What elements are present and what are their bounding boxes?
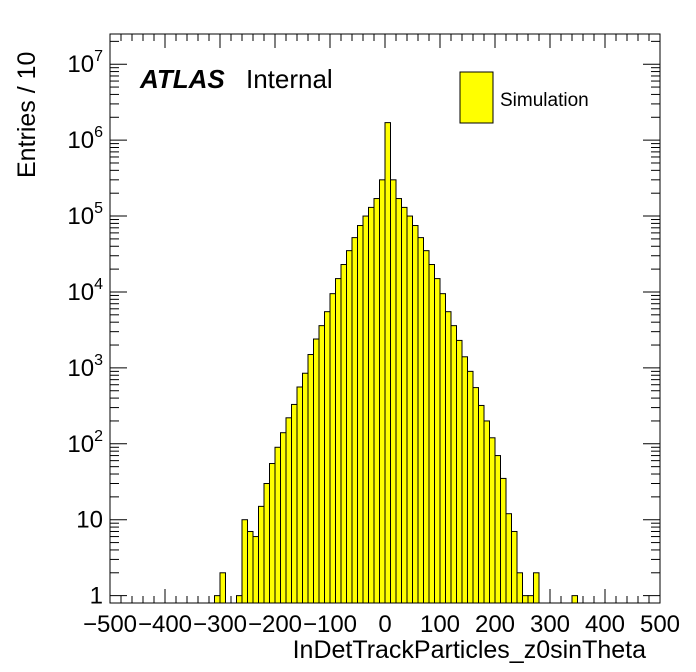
histogram-bar [478,404,485,604]
histogram-bar [527,595,534,604]
x-tick-label: 100 [420,611,460,638]
y-tick-label: 105 [67,200,103,230]
y-axis-title: Entries / 10 [13,52,41,178]
histogram-bar [247,530,254,604]
histogram-bar [384,122,391,604]
histogram-bar [329,293,336,604]
histogram-bar [412,225,419,604]
x-tick-label: −100 [303,611,357,638]
histogram-bar [302,372,309,604]
y-tick-label: 106 [67,124,103,154]
histogram-bar [313,338,320,604]
histogram-bar [428,264,435,604]
histogram-bar [467,370,474,604]
y-tick-label: 102 [67,428,103,458]
histogram-bar [324,311,331,604]
histogram-bar [571,595,578,604]
histogram-bar [214,595,221,604]
histogram-bar [252,536,259,604]
histogram-bar [417,237,424,604]
histogram-bar [472,387,479,604]
histogram-bar [263,483,270,604]
x-tick-label: 400 [585,611,625,638]
histogram-bar [395,198,402,604]
histogram-bar [357,225,364,604]
histogram-bar [269,463,276,604]
legend: Simulation [459,71,589,124]
x-tick-label: −300 [193,611,247,638]
axis-ticks [109,34,661,603]
histogram-bar [258,505,265,604]
histogram-bar [505,513,512,604]
y-tick-label: 104 [67,276,103,306]
x-tick-label: 300 [530,611,570,638]
x-tick-label: 500 [640,611,680,638]
histogram-bar [379,179,386,604]
histogram-bar [373,198,380,604]
histogram-bar [494,455,501,604]
histogram-bar [511,530,518,604]
atlas-label-status: Internal [246,64,333,94]
y-tick-label: 103 [67,352,103,382]
histogram-bar [489,437,496,604]
x-tick-label: 200 [475,611,515,638]
histogram-bar [307,354,314,604]
x-tick-label: −400 [138,611,192,638]
histogram-bar [445,311,452,604]
histogram-bar [236,595,243,604]
histogram-bar [368,206,375,604]
histogram-bar [533,572,540,604]
histogram-bar [483,420,490,604]
histogram-bar [362,215,369,604]
x-tick-label: −200 [248,611,302,638]
atlas-label: ATLAS Internal [139,64,333,94]
y-tick-label: 10 [76,507,103,534]
histogram-bar [280,432,287,604]
atlas-label-bold: ATLAS [139,64,225,94]
histogram-bar [291,403,298,604]
histogram-bar [434,278,441,604]
x-tick-labels: −500 −400 −300 −200 −100 0 100 200 300 400 500 [83,611,680,638]
histogram-bar [296,386,303,604]
histogram-bar [456,339,463,604]
x-tick-label: 0 [378,611,391,638]
histogram-bar [439,293,446,604]
y-tick-labels: 1 10 102 103 104 105 106 107 [67,48,103,609]
histogram-bar [522,595,529,604]
histogram-bar [318,325,325,604]
histogram-bar [461,356,468,604]
histogram-bar [516,572,523,604]
histogram-bar [340,264,347,604]
x-tick-label: −500 [83,611,137,638]
histogram-bar [346,250,353,604]
x-axis-title: InDetTrackParticles_z0sinTheta [293,636,646,664]
histogram-bar [423,250,430,604]
histogram-bar [406,215,413,604]
y-tick-label: 1 [90,583,103,610]
histogram-bar [241,519,248,604]
histogram-bar [450,325,457,604]
histogram-bar [219,572,226,604]
histogram-bar [401,206,408,604]
legend-label: Simulation [500,90,589,111]
histogram-bar [351,237,358,604]
y-tick-label: 107 [67,48,103,78]
histogram-bar [500,477,507,604]
histogram-bars [214,122,578,604]
histogram-bar [390,179,397,604]
histogram-bar [335,278,342,604]
histogram-bar [274,446,281,604]
legend-swatch [459,71,494,124]
histogram-bar [285,417,292,604]
